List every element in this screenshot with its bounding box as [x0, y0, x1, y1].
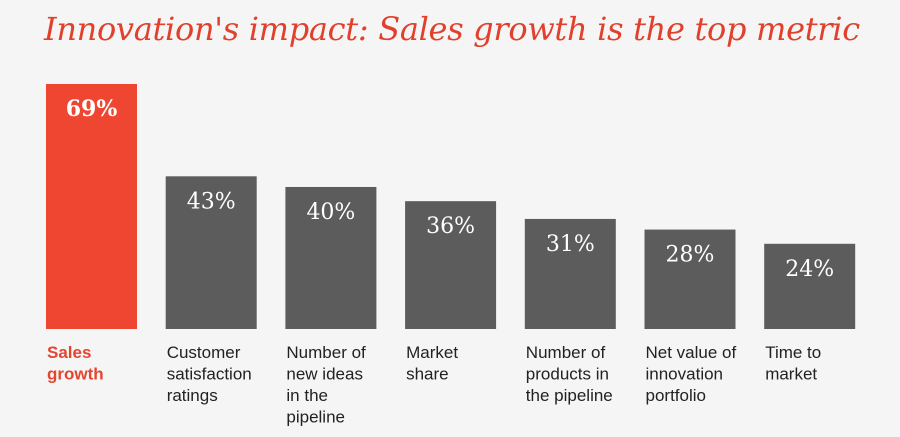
category-label: Number of — [286, 343, 366, 362]
category-label: satisfaction — [167, 365, 252, 384]
data-label: 36% — [426, 214, 475, 239]
data-label: 40% — [306, 200, 355, 225]
category-label: in the — [286, 386, 328, 405]
category-label: Time to — [765, 343, 821, 362]
bar — [644, 229, 736, 329]
data-label: 28% — [666, 243, 715, 268]
bar — [165, 176, 257, 329]
bar — [524, 218, 616, 329]
category-label: Market — [406, 343, 458, 362]
data-label: 24% — [785, 257, 834, 282]
category-label: Number of — [526, 343, 606, 362]
category-label: ratings — [167, 386, 218, 405]
bar — [46, 84, 137, 329]
category-label: products in — [526, 365, 609, 384]
category-label: growth — [47, 365, 104, 384]
data-label: 69% — [66, 96, 118, 122]
category-label: new ideas — [286, 365, 363, 384]
category-label: the pipeline — [526, 386, 613, 405]
bar — [764, 243, 856, 329]
category-label: market — [765, 365, 817, 384]
category-label: Net value of — [646, 343, 737, 362]
chart-title: Innovation's impact: Sales growth is the… — [44, 10, 860, 48]
category-label: share — [406, 365, 449, 384]
category-label: Customer — [167, 343, 241, 362]
category-label: Sales — [47, 343, 91, 362]
bar — [405, 201, 497, 329]
data-label: 43% — [187, 189, 236, 214]
bar — [285, 186, 377, 329]
data-label: 31% — [546, 232, 595, 257]
category-label: innovation — [646, 365, 724, 384]
category-label: portfolio — [646, 386, 706, 405]
category-label: pipeline — [286, 408, 345, 427]
